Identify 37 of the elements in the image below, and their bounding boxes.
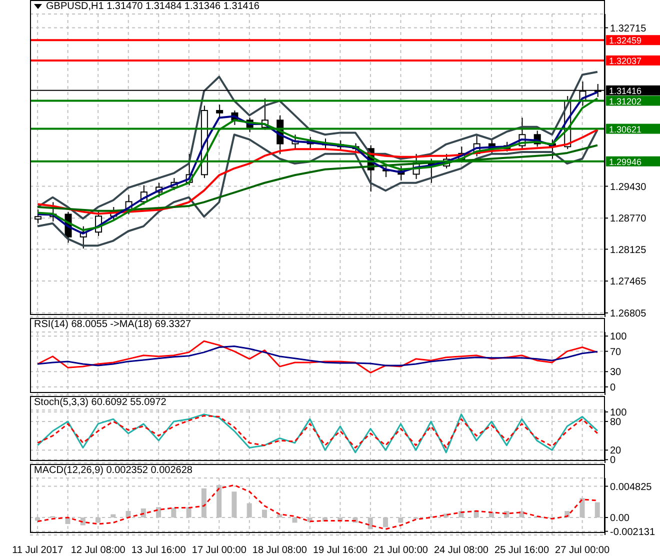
y-tick-label: 100 <box>610 332 628 343</box>
y-tick-label: 0.00 <box>610 513 630 524</box>
chart-title: MACD(12,26,9) 0.002352 0.002628 <box>34 465 192 476</box>
ref-line-label: 1.29946 <box>609 156 642 167</box>
y-tick-label: 1.27465 <box>610 276 647 288</box>
y-tick-label: 1.28770 <box>610 214 647 225</box>
ref-line-label: 1.31202 <box>609 96 642 106</box>
ref-line-label: 1.31416 <box>609 86 642 96</box>
x-tick-label: 19 Jul 16:00 <box>312 545 368 556</box>
y-tick-label: 1.28125 <box>610 244 647 256</box>
ref-line-label: 1.32037 <box>609 56 642 66</box>
y-tick-label: 1.29430 <box>610 182 647 193</box>
x-tick-label: 18 Jul 08:00 <box>252 545 308 556</box>
y-tick-label: 0 <box>610 455 616 466</box>
chart-title: RSI(14) 68.0055 ->MA(18) 69.3327 <box>34 319 192 330</box>
x-tick-label: 21 Jul 00:00 <box>373 545 428 556</box>
y-tick-label: -0.002131 <box>610 526 656 538</box>
y-tick-label: 20 <box>610 446 622 457</box>
y-tick-label: 0 <box>610 382 616 394</box>
ref-line-label: 1.30621 <box>609 124 642 134</box>
x-tick-label: 17 Jul 00:00 <box>192 545 247 556</box>
x-tick-label: 11 Jul 2017 <box>12 545 64 556</box>
x-tick-label: 25 Jul 16:00 <box>494 545 550 556</box>
y-tick-label: 1.26805 <box>610 308 647 320</box>
y-tick-label: 70 <box>610 346 622 358</box>
y-tick-label: 0.004825 <box>610 482 652 493</box>
x-tick-label: 13 Jul 16:00 <box>131 545 186 556</box>
x-tick-label: 12 Jul 08:00 <box>70 545 126 556</box>
y-tick-label: 30 <box>610 367 622 378</box>
y-tick-label: 100 <box>610 407 628 418</box>
chart-title: GBPUSD,H1 1.31470 1.31484 1.31346 1.31416 <box>46 1 260 12</box>
x-tick-label: 24 Jul 08:00 <box>434 545 489 556</box>
y-tick-label: 80 <box>610 417 622 428</box>
x-tick-label: 27 Jul 00:00 <box>555 545 610 556</box>
chart-title: Stoch(5,3,3) 60.6092 55.0972 <box>34 397 166 408</box>
ref-line-label: 1.32459 <box>609 36 642 46</box>
y-tick-label: 1.32715 <box>610 23 647 34</box>
